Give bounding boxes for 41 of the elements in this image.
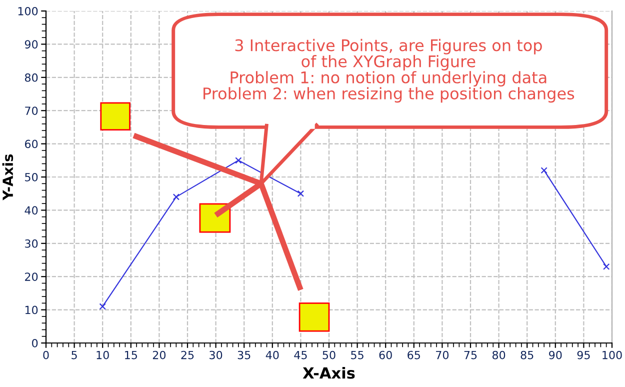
annotation: 3 Interactive Points, are Figures on top of the XYGraph Figure Problem 1: no notion of underlying data Problem 2: when resizing the position changes xyxy=(204,38,574,103)
y-axis-title: Y-Axis xyxy=(2,154,14,200)
x-tick-label: 5 xyxy=(72,350,77,360)
x-tick-label: 15 xyxy=(125,350,137,360)
x-tick-label: 20 xyxy=(152,350,166,360)
y-tick-label: 80 xyxy=(24,73,38,82)
x-tick-label: 95 xyxy=(577,350,590,360)
x-tick-label: 0 xyxy=(43,350,49,360)
x-tick-label: 85 xyxy=(520,350,534,360)
y-tick-label: 30 xyxy=(25,239,38,248)
x-tick-label: 30 xyxy=(210,350,222,360)
x-tick-label: 10 xyxy=(96,350,109,360)
y-tick-label: 40 xyxy=(24,206,38,215)
x-tick-label: 40 xyxy=(266,350,279,360)
y-tick-label: 20 xyxy=(25,272,38,281)
x-tick-label: 100 xyxy=(602,350,622,360)
x-tick-label: 25 xyxy=(181,350,194,360)
x-tick-label: 80 xyxy=(492,350,506,360)
point xyxy=(297,190,304,197)
x-axis-title: X-Axis xyxy=(302,366,355,379)
x-tick-label: 60 xyxy=(379,350,392,360)
x-tick-label: 50 xyxy=(322,350,336,360)
point xyxy=(540,167,548,174)
x-tick-label: 35 xyxy=(238,350,250,360)
x-tick-label: 55 xyxy=(351,350,364,360)
y-tick-label: 0 xyxy=(32,338,38,348)
point xyxy=(235,157,242,164)
x-tick-label: 70 xyxy=(436,350,449,360)
x-tick-label: 90 xyxy=(549,350,562,360)
y-tick-label: 100 xyxy=(18,6,38,16)
point xyxy=(99,303,106,310)
x-tick-label: 45 xyxy=(294,350,307,360)
y-tick-label: 10 xyxy=(25,306,38,314)
y-tick-label: 90 xyxy=(24,40,38,49)
point xyxy=(603,263,610,270)
y-tick-label: 50 xyxy=(25,172,38,182)
y-tick-label: 60 xyxy=(25,140,38,148)
point xyxy=(172,194,180,200)
x-tick-label: 75 xyxy=(464,350,477,360)
x-tick-label: 65 xyxy=(408,350,420,360)
y-tick-label: 70 xyxy=(25,106,38,115)
